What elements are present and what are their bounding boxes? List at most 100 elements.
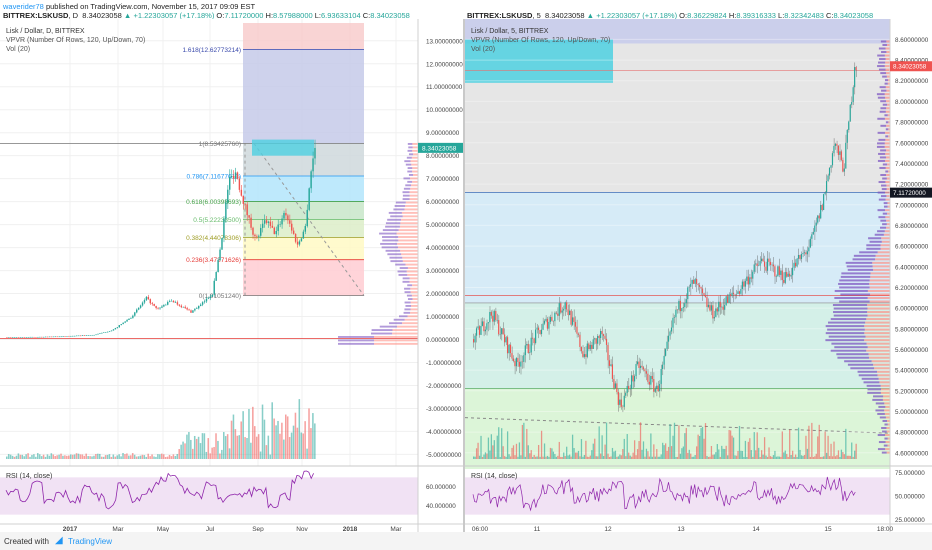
right-candle-body [622,406,624,408]
right-volume-profile-bar [867,304,890,307]
volume-profile-bar [402,280,410,283]
right-volume-profile-bar [872,398,883,401]
right-candle-body [636,361,639,365]
right-volume-profile-bar [884,114,888,117]
right-volume-bar [610,456,612,459]
right-low: 8.32342483 [784,11,824,20]
left-symbol[interactable]: BITTREX:LSKUSD [3,11,69,20]
left-candle-body [52,336,55,338]
right-candle-body [755,263,757,265]
right-candle-body [778,266,780,275]
right-volume-bar [672,435,674,459]
right-volume-profile-bar [878,47,886,50]
right-candle-body [557,313,559,316]
right-volume-bar [611,447,614,459]
fib-zone [243,259,364,296]
left-price-tick-label: 5.00000000 [426,222,460,229]
right-volume-bar [713,454,716,459]
right-candle-body [666,341,668,350]
right-volume-profile-bar [877,117,885,120]
right-candle-body [756,263,758,266]
left-chart-svg[interactable]: 1.618(12.62773214) 1(8.53425760) 0.786(7.1… [0,19,463,533]
tradingview-link[interactable]: TradingView [68,537,113,546]
right-candle-body [682,307,684,309]
left-candle-body [60,336,62,338]
left-candle-body [114,328,117,330]
right-candle-body [710,305,712,311]
right-candle-body [744,280,746,287]
right-chart-pane[interactable]: 8.60000000 8.40000000 8.20000000 8.00000000… [464,19,932,533]
right-candle-body [808,247,810,252]
right-candle-body [679,300,681,312]
left-candle-body [236,172,239,179]
right-volume-bar [749,438,751,459]
left-candle-body [252,227,254,235]
right-volume-profile-bar [883,395,890,398]
volume-profile-bar [395,263,406,266]
left-volume-bar [81,454,84,459]
right-volume-bar [735,455,738,459]
right-volume-profile-bar [885,166,890,169]
right-candle-body [855,67,857,70]
left-candle-body [271,225,274,228]
volume-profile-bar [404,308,411,311]
right-time-tick-label: 12 [604,526,612,532]
right-candle-body [610,364,612,366]
left-candle-body [306,209,308,227]
left-volume-bar [190,439,192,459]
right-candle-body [648,381,650,385]
right-volume-profile-bar [880,384,890,387]
right-volume-bar [728,429,730,459]
volume-profile-bar [402,277,410,280]
right-volume-bar [852,456,854,459]
right-price-tick-label: 8.00000000 [895,99,929,106]
right-volume-profile-bar [886,149,890,152]
right-volume-profile-bar [885,131,890,134]
right-chart-svg[interactable]: 8.60000000 8.40000000 8.20000000 8.00000000… [464,19,932,533]
right-candle-body [817,215,819,223]
right-volume-profile-bar [867,314,890,317]
right-volume-profile-bar [846,265,873,268]
left-candle-body [205,298,208,302]
right-volume-profile-bar [878,68,886,71]
publisher-link[interactable]: waverider78 [3,2,44,11]
right-volume-bar [598,426,600,459]
right-rsi-tick-label: 50.000000 [895,494,925,501]
right-volume-bar [548,456,550,459]
right-volume-bar [743,456,745,459]
right-candle-body [592,339,594,349]
right-volume-bar [715,452,717,459]
left-chart-pane[interactable]: 1.618(12.62773214) 1(8.53425760) 0.786(7.1… [0,19,463,533]
right-price-tick-label: 5.00000000 [895,409,929,416]
left-rsi-tick-label: 60.000000 [426,484,456,491]
right-volume-profile-bar [880,149,887,152]
left-candle-body [279,224,281,225]
left-time-tick-label: May [157,526,170,532]
right-symbol[interactable]: BITTREX:LSKUSD [467,11,533,20]
volume-profile-bar [405,304,412,307]
left-candle-body [227,189,229,203]
right-volume-bar [588,456,590,459]
right-candle-body [852,87,854,103]
right-volume-bar [812,456,814,459]
left-volume-bar [294,412,297,459]
volume-profile-bar [408,153,414,156]
left-volume-bar [174,456,177,459]
right-legend-title: Lisk / Dollar, 5, BITTREX [471,28,549,35]
right-volume-bar [523,422,525,459]
pane-divider[interactable] [463,19,465,532]
right-candle-body [589,344,591,350]
left-volume-bar [73,454,76,459]
right-volume-profile-bar [828,335,866,338]
right-volume-bar [781,431,783,459]
right-volume-bar [685,428,687,459]
left-price-tick-label: -2.00000000 [426,383,462,390]
right-volume-profile-bar [847,268,874,271]
volume-profile-bar [404,160,411,163]
right-last-price-tag [890,61,932,72]
volume-profile-bar [385,249,401,252]
left-candle-body [136,309,138,313]
right-volume-bar [827,435,829,459]
left-volume-bar [308,408,310,459]
right-volume-profile-bar [880,107,887,110]
